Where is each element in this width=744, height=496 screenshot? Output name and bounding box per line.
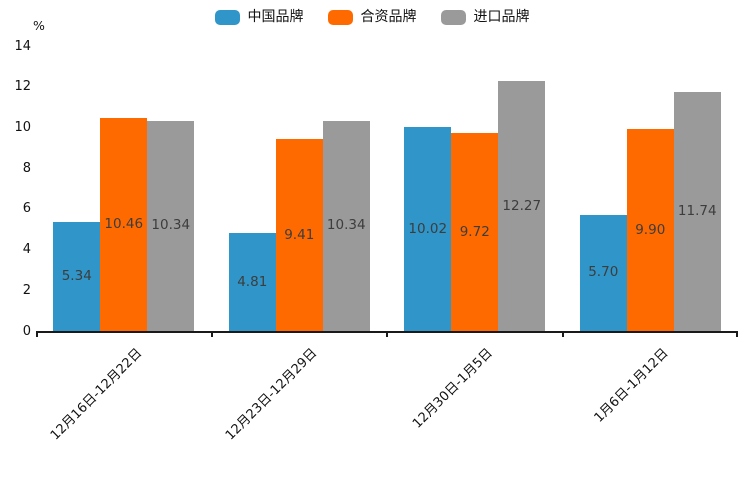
bar-value-label: 5.34	[61, 268, 92, 285]
y-tick-label: 0	[22, 323, 31, 339]
bar-value-label: 9.90	[635, 221, 666, 238]
legend-label: 进口品牌	[473, 9, 530, 25]
bar-value-label: 5.70	[588, 264, 619, 281]
x-axis-tick	[386, 331, 388, 337]
legend-item-series-1: 中国品牌	[214, 9, 304, 25]
bar	[275, 139, 323, 331]
legend-swatch-icon	[440, 10, 466, 25]
x-axis-tick	[736, 331, 738, 337]
y-tick-label: 14	[14, 38, 31, 54]
bar	[451, 133, 499, 331]
bar-value-label: 10.34	[151, 217, 191, 234]
bar	[579, 214, 627, 331]
y-tick-label: 8	[22, 160, 31, 176]
legend-item-series-2: 合资品牌	[327, 9, 417, 25]
legend-label: 中国品牌	[247, 9, 304, 25]
legend-item-series-3: 进口品牌	[440, 9, 530, 25]
bar	[100, 118, 148, 331]
bar	[404, 127, 452, 331]
x-axis-tick	[210, 331, 213, 337]
bar-value-label: 4.81	[237, 273, 268, 290]
legend: 中国品牌 合资品牌 进口品牌	[0, 10, 744, 25]
y-axis-unit-label: %	[33, 18, 45, 33]
y-tick-label: 12	[14, 79, 31, 95]
x-axis-category-label: 12月30日-1月5日	[410, 345, 497, 432]
bar	[626, 129, 674, 331]
bar-value-label: 9.41	[284, 226, 315, 243]
x-axis-tick	[561, 331, 564, 337]
bar	[322, 120, 370, 331]
bar	[228, 233, 276, 331]
bar-value-label: 9.72	[459, 223, 490, 240]
x-axis-category-label: 12月23日-12月29日	[223, 345, 321, 444]
legend-swatch-icon	[214, 10, 240, 25]
plot-area: 5.34 10.46 10.34 12月16日-12月22日 4.81 9.41 10.34…	[36, 46, 738, 443]
bar	[53, 222, 101, 331]
y-tick-label: 4	[22, 242, 31, 258]
bar-value-label: 11.74	[677, 203, 717, 219]
bar	[147, 120, 195, 331]
bar-value-label: 10.02	[408, 220, 448, 237]
legend-swatch-icon	[327, 10, 353, 25]
x-axis-category-label: 12月16日-12月22日	[47, 345, 146, 444]
y-tick-label: 10	[14, 119, 31, 135]
y-tick-label: 2	[22, 282, 31, 298]
x-axis-tick	[36, 331, 38, 337]
bar	[498, 81, 546, 331]
bar-value-label: 10.46	[104, 216, 144, 233]
legend-label: 合资品牌	[360, 9, 417, 25]
bar-value-label: 12.27	[502, 197, 542, 214]
bar-value-label: 10.34	[326, 217, 366, 234]
y-tick-label: 6	[22, 201, 31, 217]
x-axis-category-label: 1月6日-1月12日	[591, 345, 672, 426]
bar	[673, 92, 721, 331]
